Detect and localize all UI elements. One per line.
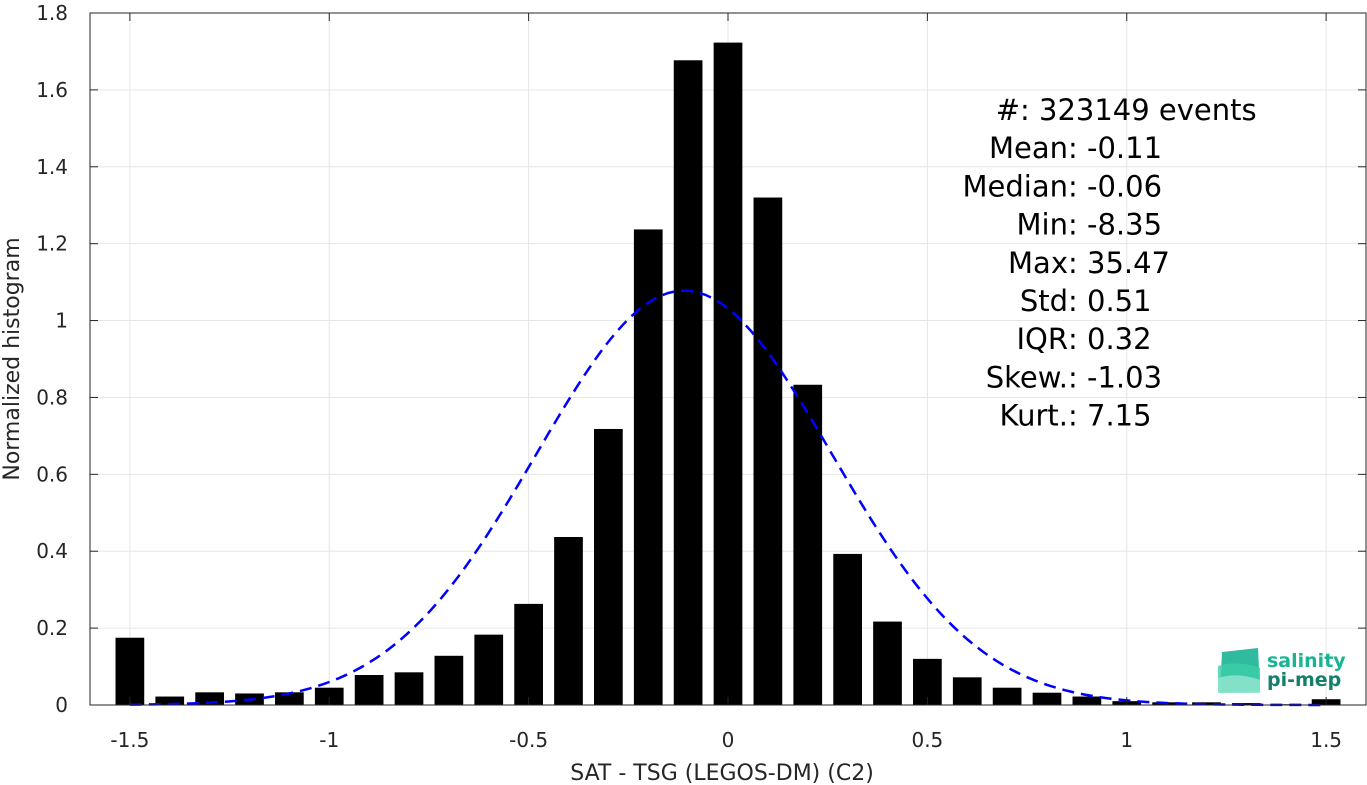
histogram-bar [1232, 703, 1261, 705]
stat-value: : 323149 events [1020, 93, 1257, 127]
axes [89, 12, 1367, 706]
y-tick-label: 1.6 [36, 78, 68, 102]
histogram-bar [1032, 692, 1062, 705]
stat-label: Mean [989, 131, 1068, 165]
stat-label: Skew. [986, 360, 1068, 394]
x-tick-labels: -1.5 -1 -0.5 0 0.5 1 1.5 [110, 728, 1342, 752]
x-tick-label: -0.5 [509, 728, 548, 752]
y-tick-label: 1.8 [36, 1, 68, 25]
histogram-bar [952, 677, 982, 705]
x-tick-label: -1 [319, 728, 339, 752]
y-tick-label: 0 [55, 693, 68, 717]
histogram-bar [354, 675, 384, 705]
stat-value: : 0.51 [1068, 284, 1152, 318]
histogram-bar [1072, 696, 1102, 705]
stat-label: Std [1020, 284, 1068, 318]
histogram-bar [314, 687, 344, 705]
histogram-bar [833, 553, 862, 705]
histogram-bar [873, 621, 902, 705]
histogram-bar [633, 229, 663, 706]
x-tick-label: 1.5 [1310, 728, 1342, 752]
histogram-bar [713, 42, 743, 705]
x-tick-label: 1 [1120, 728, 1133, 752]
logo-line2: pi-mep [1267, 669, 1341, 691]
bars [115, 42, 1341, 706]
y-tick-label: 0.6 [36, 462, 68, 486]
histogram-bar [793, 384, 823, 705]
stat-label: IQR [1016, 322, 1068, 356]
histogram-bar [394, 672, 424, 705]
stat-label: Max [1008, 246, 1068, 280]
stat-value: : -0.06 [1068, 169, 1162, 203]
stat-value: : -8.35 [1068, 208, 1162, 242]
x-tick-label: 0 [722, 728, 735, 752]
logo-waves-icon [1218, 648, 1260, 693]
x-tick-label: -1.5 [110, 728, 149, 752]
histogram-bar [594, 428, 623, 705]
histogram-bar [474, 634, 504, 705]
y-tick-label: 0.2 [36, 616, 68, 640]
histogram-bar [434, 655, 464, 705]
histogram-bar [155, 696, 185, 705]
y-tick-label: 1.2 [36, 232, 68, 256]
histogram-bar [514, 603, 543, 705]
histogram-bar [753, 197, 783, 706]
stat-label: Median [963, 169, 1068, 203]
y-tick-labels: 0 0.2 0.4 0.6 0.8 1 1.2 1.4 1.6 1.8 [36, 1, 68, 717]
y-tick-label: 0.4 [36, 539, 68, 563]
stat-value: : 0.32 [1068, 322, 1152, 356]
histogram-bar [554, 536, 583, 705]
logo-line1: salinity [1267, 650, 1346, 672]
x-tick-label: 0.5 [911, 728, 943, 752]
stat-value: : -1.03 [1068, 360, 1162, 394]
stat-value: : 35.47 [1068, 246, 1170, 280]
y-axis-label: Normalized histogram [0, 237, 25, 480]
y-tick-label: 1.4 [36, 155, 68, 179]
stat-label: Min [1017, 208, 1068, 242]
x-axis-label: SAT - TSG (LEGOS-DM) (C2) [570, 761, 874, 785]
y-tick-label: 1 [55, 309, 68, 333]
histogram-bar [1192, 702, 1221, 705]
histogram-bar [992, 687, 1022, 705]
y-tick-label: 0.8 [36, 385, 68, 409]
stat-label: Kurt. [1000, 399, 1068, 433]
stat-value: : 7.15 [1068, 399, 1152, 433]
stat-value: : -0.11 [1068, 131, 1162, 165]
histogram-bar [673, 60, 703, 705]
salinity-pi-mep-logo: salinity pi-mep [1218, 648, 1346, 693]
histogram-bar [115, 637, 145, 705]
stat-label: # [996, 93, 1020, 127]
